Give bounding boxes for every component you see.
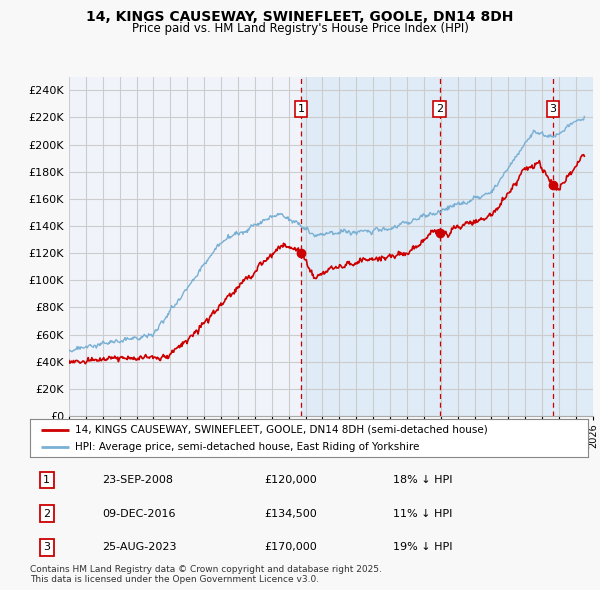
Text: £120,000: £120,000 xyxy=(265,475,317,485)
Text: 18% ↓ HPI: 18% ↓ HPI xyxy=(392,475,452,485)
Text: 09-DEC-2016: 09-DEC-2016 xyxy=(103,509,176,519)
Bar xyxy=(553,77,593,416)
Text: 14, KINGS CAUSEWAY, SWINEFLEET, GOOLE, DN14 8DH: 14, KINGS CAUSEWAY, SWINEFLEET, GOOLE, D… xyxy=(86,10,514,24)
Text: 1: 1 xyxy=(298,104,304,114)
Text: 14, KINGS CAUSEWAY, SWINEFLEET, GOOLE, DN14 8DH (semi-detached house): 14, KINGS CAUSEWAY, SWINEFLEET, GOOLE, D… xyxy=(74,425,487,435)
Text: 3: 3 xyxy=(43,542,50,552)
Text: £134,500: £134,500 xyxy=(265,509,317,519)
Text: 1: 1 xyxy=(43,475,50,485)
Text: Price paid vs. HM Land Registry's House Price Index (HPI): Price paid vs. HM Land Registry's House … xyxy=(131,22,469,35)
Text: £170,000: £170,000 xyxy=(265,542,317,552)
Text: 19% ↓ HPI: 19% ↓ HPI xyxy=(392,542,452,552)
Text: 11% ↓ HPI: 11% ↓ HPI xyxy=(392,509,452,519)
Text: HPI: Average price, semi-detached house, East Riding of Yorkshire: HPI: Average price, semi-detached house,… xyxy=(74,441,419,451)
Text: 2: 2 xyxy=(43,509,50,519)
Text: 2: 2 xyxy=(436,104,443,114)
Text: 23-SEP-2008: 23-SEP-2008 xyxy=(103,475,173,485)
Bar xyxy=(440,77,553,416)
Text: 25-AUG-2023: 25-AUG-2023 xyxy=(103,542,177,552)
Text: 3: 3 xyxy=(550,104,557,114)
Bar xyxy=(301,77,440,416)
Text: Contains HM Land Registry data © Crown copyright and database right 2025.
This d: Contains HM Land Registry data © Crown c… xyxy=(30,565,382,584)
